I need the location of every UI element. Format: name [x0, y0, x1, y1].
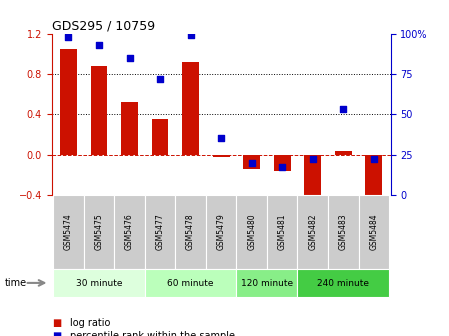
Bar: [328, 195, 359, 269]
Point: [279, 165, 286, 170]
Text: 120 minute: 120 minute: [241, 279, 293, 288]
Bar: [206, 195, 237, 269]
Bar: [114, 195, 145, 269]
Bar: [182, 62, 199, 155]
Bar: [335, 151, 352, 155]
Text: GSM5475: GSM5475: [94, 213, 103, 250]
Text: ■: ■: [52, 331, 61, 336]
Bar: [84, 195, 114, 269]
Bar: [298, 195, 328, 269]
Bar: [237, 195, 267, 269]
Text: GSM5474: GSM5474: [64, 213, 73, 250]
Bar: [175, 195, 206, 269]
Text: GSM5480: GSM5480: [247, 213, 256, 250]
Point: [248, 160, 255, 165]
Bar: [121, 102, 138, 155]
Bar: [304, 155, 321, 200]
Bar: [91, 66, 107, 155]
Point: [156, 76, 163, 81]
Bar: [145, 195, 175, 269]
Text: ■: ■: [52, 318, 61, 328]
Text: 60 minute: 60 minute: [167, 279, 214, 288]
Text: GSM5476: GSM5476: [125, 213, 134, 250]
Bar: [267, 195, 298, 269]
Text: time: time: [4, 278, 26, 288]
Bar: [359, 195, 389, 269]
Point: [217, 136, 224, 141]
Point: [370, 157, 378, 162]
Point: [95, 42, 102, 48]
Text: GSM5482: GSM5482: [308, 214, 317, 250]
Bar: [237, 269, 298, 297]
Text: log ratio: log ratio: [70, 318, 110, 328]
Text: GSM5478: GSM5478: [186, 213, 195, 250]
Point: [187, 33, 194, 38]
Bar: [274, 155, 291, 171]
Text: GSM5481: GSM5481: [278, 214, 287, 250]
Text: percentile rank within the sample: percentile rank within the sample: [70, 331, 234, 336]
Text: GSM5484: GSM5484: [370, 213, 379, 250]
Text: GSM5483: GSM5483: [339, 213, 348, 250]
Text: GSM5479: GSM5479: [216, 213, 226, 250]
Bar: [243, 155, 260, 169]
Bar: [60, 49, 77, 155]
Text: GDS295 / 10759: GDS295 / 10759: [52, 19, 155, 33]
Text: 240 minute: 240 minute: [317, 279, 369, 288]
Text: 30 minute: 30 minute: [76, 279, 122, 288]
Point: [340, 107, 347, 112]
Text: GSM5477: GSM5477: [155, 213, 164, 250]
Bar: [213, 155, 229, 157]
Point: [126, 55, 133, 60]
Bar: [365, 155, 382, 197]
Bar: [53, 195, 84, 269]
Point: [65, 34, 72, 40]
Bar: [298, 269, 389, 297]
Point: [309, 157, 317, 162]
Bar: [145, 269, 237, 297]
Bar: [152, 119, 168, 155]
Bar: [53, 269, 145, 297]
